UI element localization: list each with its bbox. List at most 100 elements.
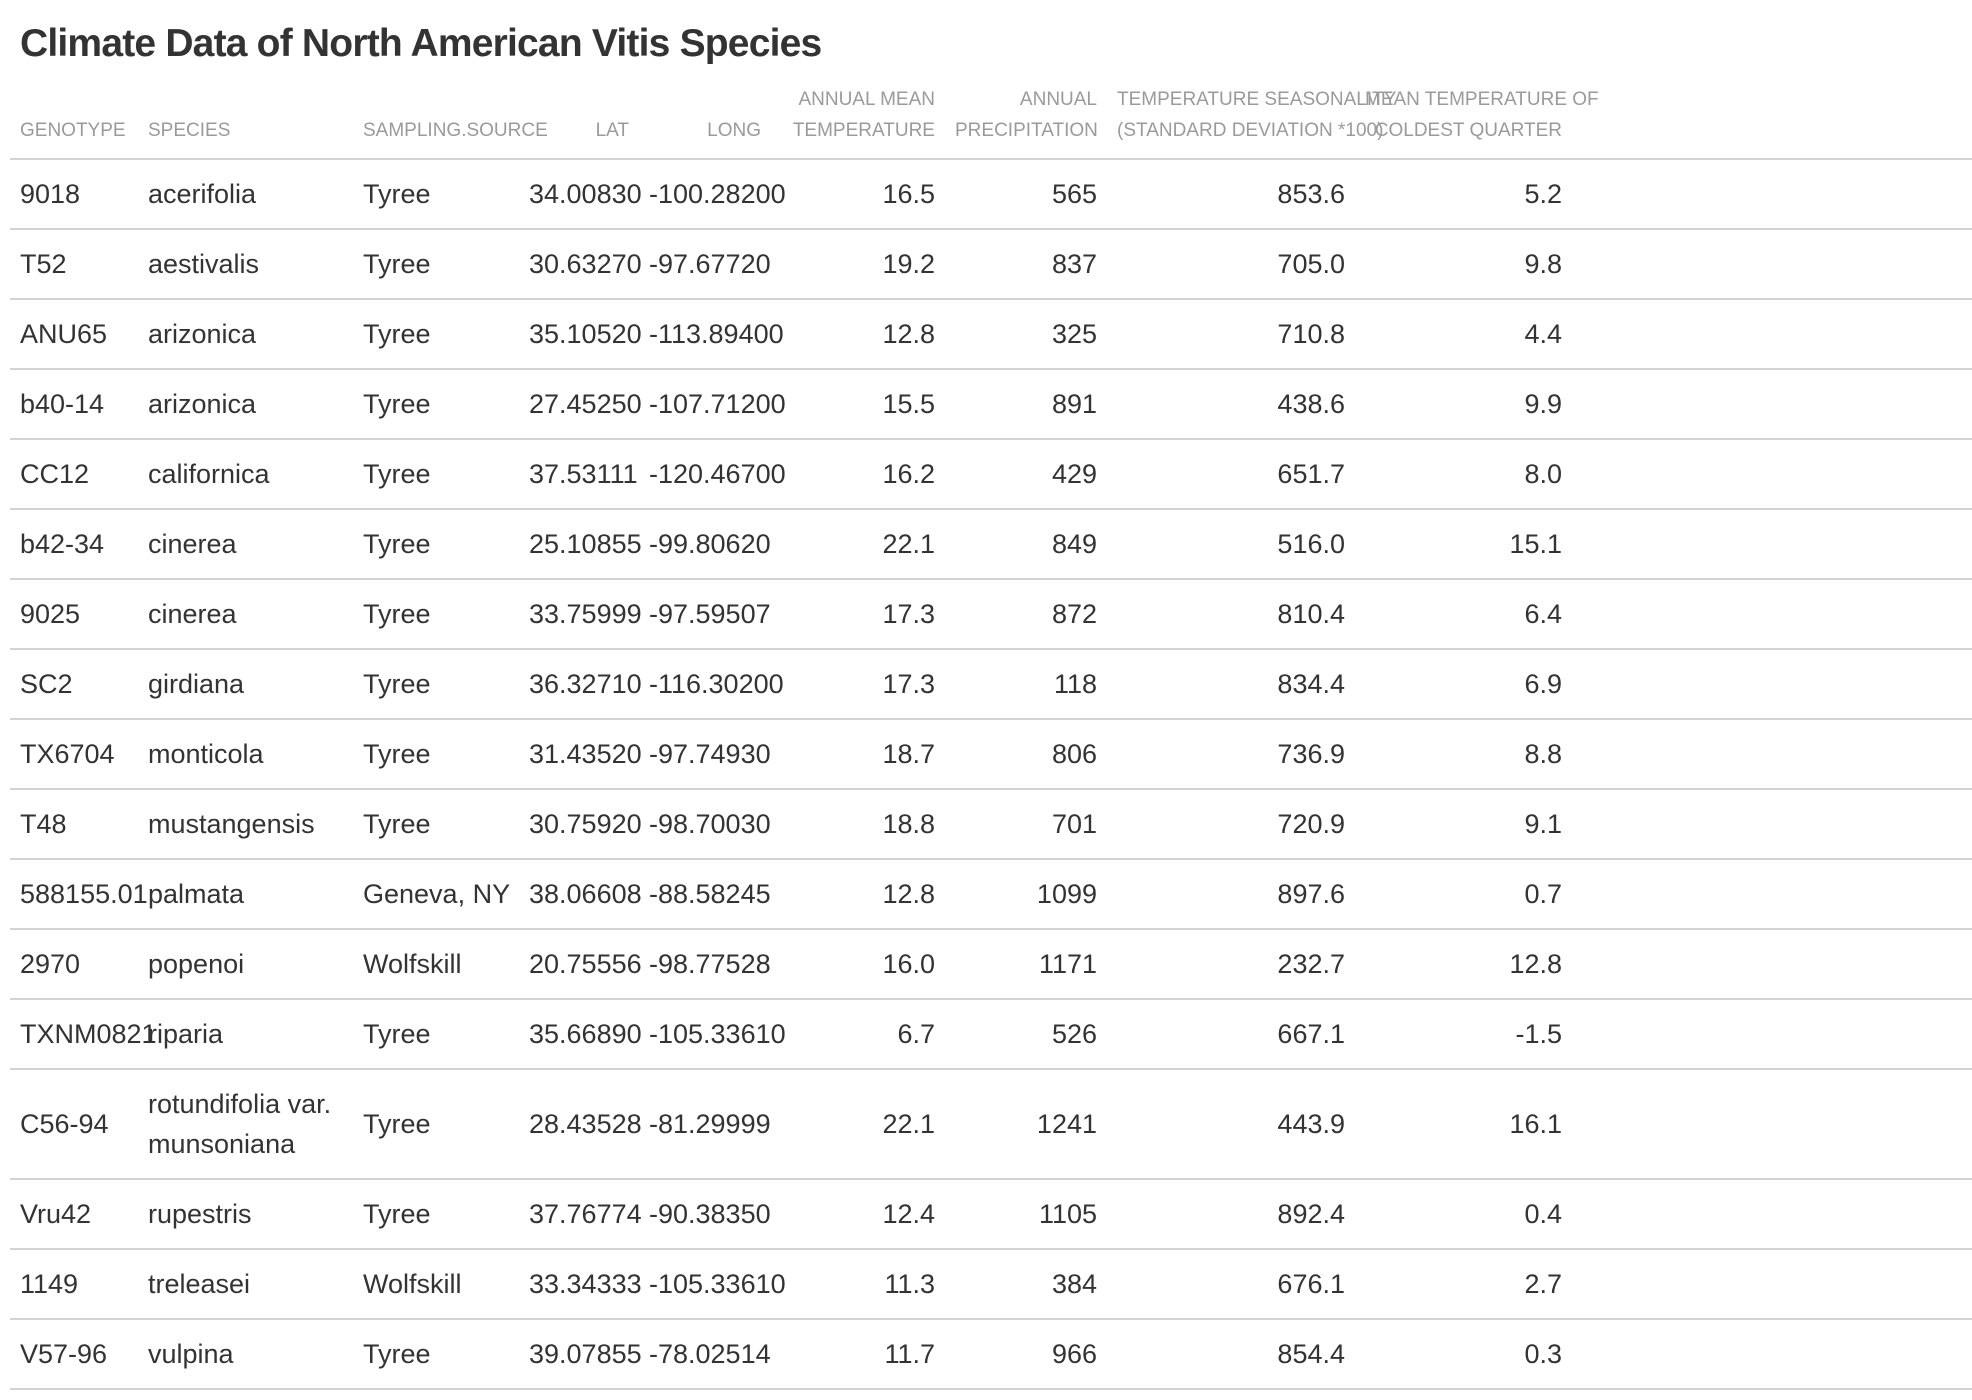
row-spacer [1572, 719, 1972, 790]
cell-genotype: SC2 [10, 649, 138, 720]
cell-sampling-source: Tyree [353, 509, 519, 580]
column-header-annual-mean-temperature: ANNUAL MEAN TEMPERATURE [771, 78, 945, 160]
table-title: Climate Data of North American Vitis Spe… [20, 22, 822, 65]
cell-species: rotundifolia var. munsoniana [138, 1069, 353, 1180]
table-row: 2970 popenoi Wolfskill 20.75556 -98.77528 16.… [10, 929, 1972, 1000]
cell-temperature-seasonality: 651.7 [1107, 439, 1355, 510]
row-spacer [1572, 1249, 1972, 1320]
table-row: 9018 acerifolia Tyree 34.00830 -100.28200 16.… [10, 159, 1972, 230]
cell-temperature-seasonality: 897.6 [1107, 859, 1355, 930]
cell-temperature-seasonality: 232.7 [1107, 929, 1355, 1000]
cell-species: acerifolia [138, 159, 353, 230]
cell-long: -88.58245 [639, 859, 771, 930]
cell-sampling-source: Tyree [353, 719, 519, 790]
cell-mean-temperature-coldest-quarter: 6.4 [1355, 579, 1572, 650]
table-row: T52 aestivalis Tyree 30.63270 -97.67720 19.2 8… [10, 229, 1972, 300]
cell-long: -97.59507 [639, 579, 771, 650]
cell-annual-precipitation: 701 [945, 789, 1107, 860]
cell-sampling-source: Tyree [353, 649, 519, 720]
cell-long: -120.46700 [639, 439, 786, 510]
row-spacer [1572, 159, 1972, 230]
cell-annual-mean-temperature: 22.1 [771, 509, 945, 580]
column-header-species: SPECIES [138, 78, 353, 160]
cell-long: -99.80620 [639, 509, 771, 580]
cell-genotype: C56-94 [10, 1069, 138, 1180]
table-row: SC2 girdiana Tyree 36.32710 -116.30200 17.3 11… [10, 649, 1972, 720]
cell-lat: 39.07855 [519, 1319, 642, 1390]
cell-lat: 35.66890 [519, 999, 642, 1070]
cell-lat: 31.43520 [519, 719, 642, 790]
cell-mean-temperature-coldest-quarter: 9.1 [1355, 789, 1572, 860]
cell-temperature-seasonality: 892.4 [1107, 1179, 1355, 1250]
cell-annual-precipitation: 565 [945, 159, 1107, 230]
cell-annual-precipitation: 849 [945, 509, 1107, 580]
cell-long: -107.71200 [639, 369, 786, 440]
cell-annual-precipitation: 1241 [945, 1069, 1107, 1180]
cell-species: californica [138, 439, 353, 510]
row-spacer [1572, 229, 1972, 300]
cell-lat: 37.53111 [519, 439, 639, 510]
cell-mean-temperature-coldest-quarter: 9.9 [1355, 369, 1572, 440]
cell-annual-precipitation: 429 [945, 439, 1107, 510]
cell-mean-temperature-coldest-quarter: 0.7 [1355, 859, 1572, 930]
cell-genotype: 588155.01 [10, 859, 148, 930]
cell-annual-precipitation: 1105 [945, 1179, 1107, 1250]
table-row: Vru42 rupestris Tyree 37.76774 -90.38350 12.4… [10, 1179, 1972, 1250]
table-row: b40-14 arizonica Tyree 27.45250 -107.71200 15… [10, 369, 1972, 440]
cell-species: palmata [138, 859, 353, 930]
cell-species: arizonica [138, 369, 353, 440]
cell-lat: 38.06608 [519, 859, 642, 930]
cell-sampling-source: Tyree [353, 789, 519, 860]
table-row: 9025 cinerea Tyree 33.75999 -97.59507 17.3 872… [10, 579, 1972, 650]
table-row: TX6704 monticola Tyree 31.43520 -97.74930 18.… [10, 719, 1972, 790]
cell-annual-mean-temperature: 18.8 [771, 789, 945, 860]
cell-temperature-seasonality: 736.9 [1107, 719, 1355, 790]
cell-mean-temperature-coldest-quarter: 12.8 [1355, 929, 1572, 1000]
cell-annual-mean-temperature: 19.2 [771, 229, 945, 300]
cell-annual-mean-temperature: 16.5 [771, 159, 945, 230]
cell-lat: 30.75920 [519, 789, 642, 860]
table-row: V57-96 vulpina Tyree 39.07855 -78.02514 11.7 9… [10, 1319, 1972, 1390]
row-spacer [1572, 789, 1972, 860]
cell-mean-temperature-coldest-quarter: 15.1 [1355, 509, 1572, 580]
row-spacer [1572, 859, 1972, 930]
table-row: C56-94 rotundifolia var. munsoniana Tyree 2… [10, 1069, 1972, 1180]
row-spacer [1572, 1179, 1972, 1250]
table-row: TXNM0821 riparia Tyree 35.66890 -105.33610 6.… [10, 999, 1972, 1070]
cell-temperature-seasonality: 720.9 [1107, 789, 1355, 860]
cell-annual-precipitation: 384 [945, 1249, 1107, 1320]
cell-annual-precipitation: 891 [945, 369, 1107, 440]
cell-mean-temperature-coldest-quarter: 5.2 [1355, 159, 1572, 230]
cell-temperature-seasonality: 443.9 [1107, 1069, 1355, 1180]
cell-long: -105.33610 [639, 1249, 786, 1320]
cell-long: -113.89400 [639, 299, 784, 370]
cell-annual-mean-temperature: 15.5 [771, 369, 945, 440]
cell-species: arizonica [138, 299, 353, 370]
cell-sampling-source: Tyree [353, 1179, 519, 1250]
cell-long: -98.77528 [639, 929, 771, 1000]
cell-sampling-source: Tyree [353, 579, 519, 650]
cell-genotype: TXNM0821 [10, 999, 157, 1070]
cell-species: mustangensis [138, 789, 353, 860]
cell-lat: 28.43528 [519, 1069, 642, 1180]
column-header-mean-temperature-coldest-quarter: MEAN TEMPERATURE OF COLDEST QUARTER [1355, 78, 1599, 160]
cell-species: cinerea [138, 579, 353, 650]
cell-lat: 33.75999 [519, 579, 642, 650]
cell-annual-precipitation: 966 [945, 1319, 1107, 1390]
cell-sampling-source: Tyree [353, 299, 519, 370]
cell-sampling-source: Geneva, NY [353, 859, 519, 930]
cell-genotype: TX6704 [10, 719, 138, 790]
cell-sampling-source: Tyree [353, 369, 519, 440]
cell-species: riparia [138, 999, 353, 1070]
cell-temperature-seasonality: 834.4 [1107, 649, 1355, 720]
cell-sampling-source: Tyree [353, 159, 519, 230]
cell-mean-temperature-coldest-quarter: 6.9 [1355, 649, 1572, 720]
cell-temperature-seasonality: 438.6 [1107, 369, 1355, 440]
cell-species: monticola [138, 719, 353, 790]
cell-long: -81.29999 [639, 1069, 771, 1180]
cell-genotype: V57-96 [10, 1319, 138, 1390]
cell-sampling-source: Tyree [353, 999, 519, 1070]
cell-temperature-seasonality: 667.1 [1107, 999, 1355, 1070]
column-header-genotype: GENOTYPE [10, 78, 138, 160]
